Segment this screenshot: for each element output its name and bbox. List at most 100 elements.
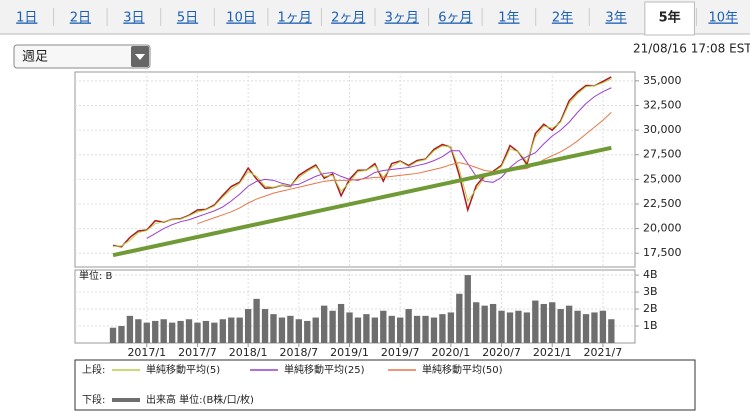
volume-bar	[126, 315, 134, 343]
series-line	[146, 87, 612, 239]
series-line	[112, 76, 612, 248]
dropdown-label[interactable]: 週足	[22, 50, 48, 65]
volume-bar	[371, 317, 379, 343]
tab[interactable]: 3ヶ月	[385, 11, 419, 26]
tab[interactable]: 6ヶ月	[438, 11, 472, 26]
volume-bar	[574, 310, 581, 343]
volume-bar	[109, 327, 117, 343]
volume-bar	[177, 320, 184, 343]
y-tick-label: 22,500	[643, 197, 682, 210]
volume-bar	[405, 309, 412, 343]
plot-area	[74, 71, 636, 268]
x-tick-label: 2019/1	[330, 346, 369, 359]
x-tick-label: 2021/7	[584, 346, 623, 359]
active-tab	[644, 1, 695, 36]
y-tick-label: 25,000	[643, 172, 682, 185]
tab[interactable]: 2ヶ月	[331, 11, 365, 26]
volume-bar	[253, 298, 260, 343]
volume-bar	[481, 305, 488, 343]
volume-bar	[591, 312, 598, 343]
volume-bar	[540, 303, 547, 343]
x-tick-label: 2018/1	[229, 346, 268, 359]
tab[interactable]: 2年	[552, 11, 573, 26]
volume-bar	[388, 315, 395, 343]
volume-bar	[456, 293, 463, 343]
volume-bar	[523, 312, 531, 343]
volume-bar	[270, 314, 277, 343]
volume-bar	[321, 305, 328, 343]
x-tick-label: 2018/7	[279, 346, 318, 359]
volume-bar	[152, 320, 159, 343]
volume-bar	[506, 312, 514, 343]
volume-bar	[278, 317, 286, 343]
tab[interactable]: 1日	[16, 11, 37, 26]
tab[interactable]: 3日	[123, 11, 144, 26]
y-tick-label: 35,000	[643, 74, 682, 87]
volume-bar	[582, 314, 590, 343]
volume-bar	[135, 319, 142, 343]
volume-bar	[168, 322, 176, 343]
y-tick-label: 1B	[643, 319, 658, 332]
trendline	[112, 145, 612, 258]
timestamp: 21/08/16 17:08 EST	[633, 42, 750, 56]
tab[interactable]: 3年	[605, 11, 626, 26]
tab[interactable]: 1年	[498, 11, 519, 26]
tab[interactable]: 1ヶ月	[278, 11, 312, 26]
legend-prefix: 下段:	[82, 393, 105, 406]
volume-bar	[304, 320, 311, 343]
legend-label: 出来高 単位:(B株/口/枚)	[146, 393, 254, 406]
volume-bar	[202, 320, 210, 343]
volume-bar	[228, 317, 235, 343]
volume-bar	[185, 319, 193, 343]
volume-bar	[354, 317, 362, 343]
y-tick-label: 3B	[643, 285, 658, 298]
volume-bar	[118, 326, 125, 343]
volume-bar	[363, 314, 370, 343]
tabs: 1日 2日 3日 5日 10日 1ヶ月 2ヶ月 3ヶ月 6ヶ月 1年 2年 3年 5年 10年	[16, 1, 738, 36]
legend-label: 単純移動平均(25)	[284, 363, 365, 376]
y-tick-label: 27,500	[643, 148, 682, 161]
series-line	[197, 112, 612, 225]
dropdown[interactable]	[13, 44, 151, 69]
x-tick-label: 2017/7	[178, 346, 217, 359]
volume-bar	[413, 315, 421, 343]
volume-bar	[329, 310, 336, 343]
volume-bar	[447, 312, 455, 343]
volume-bar	[464, 275, 471, 343]
volume-bar	[295, 319, 302, 343]
volume-bar	[430, 317, 438, 343]
volume-bar	[244, 309, 252, 343]
volume-bar	[337, 303, 345, 343]
y-tick-label: 20,000	[643, 222, 682, 235]
volume-bar	[143, 322, 150, 343]
legend-box	[74, 359, 696, 411]
series-line	[112, 78, 612, 247]
volume-bar	[599, 310, 607, 343]
tab[interactable]: 10年	[708, 11, 738, 26]
y-tick-label: 2B	[643, 302, 658, 315]
x-tick-label: 2020/1	[432, 346, 471, 359]
x-tick-label: 2021/1	[533, 346, 572, 359]
tab[interactable]: 2日	[70, 11, 91, 26]
volume-bar	[380, 310, 387, 343]
tab[interactable]: 5年	[659, 10, 681, 26]
volume-bar	[194, 322, 201, 343]
volume-bar	[219, 319, 226, 343]
tab[interactable]: 10日	[226, 11, 256, 26]
y-tick-label: 32,500	[643, 98, 682, 111]
volume-bar	[473, 302, 480, 343]
legend-prefix: 上段:	[82, 363, 105, 376]
legend-label: 単純移動平均(5)	[146, 363, 220, 376]
tab[interactable]: 5日	[177, 11, 198, 26]
y-tick-label: 30,000	[643, 123, 682, 136]
volume-bar	[236, 317, 243, 343]
volume-bar	[532, 300, 539, 343]
unit-label: 単位: B	[79, 269, 113, 282]
y-tick-label: 4B	[643, 268, 658, 281]
volume-bar	[439, 314, 446, 343]
volume-bar	[489, 303, 497, 343]
x-tick-label: 2019/7	[381, 346, 420, 359]
volume-bar	[557, 309, 564, 343]
volume-bar	[261, 309, 269, 343]
